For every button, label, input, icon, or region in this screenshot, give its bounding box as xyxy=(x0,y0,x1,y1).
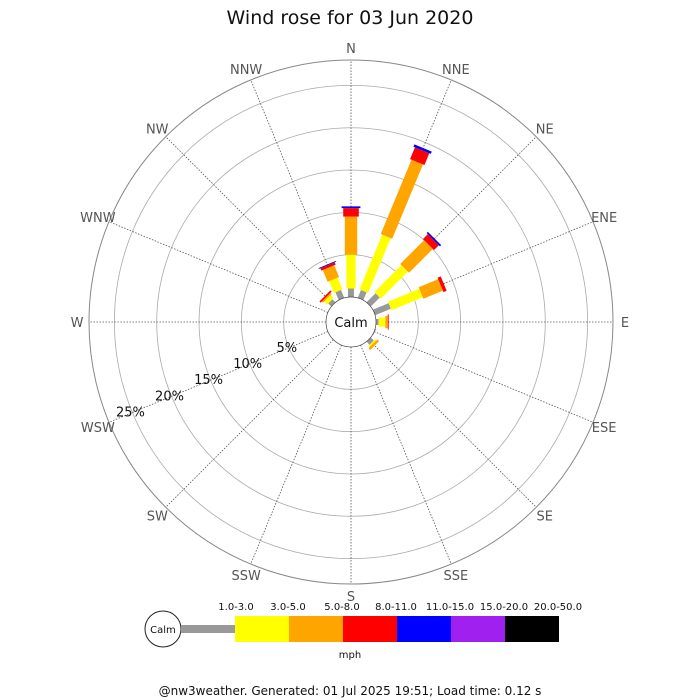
direction-label-n: N xyxy=(346,42,356,57)
bar-nnw-bin-3 xyxy=(322,265,340,282)
bar-se-bin-3 xyxy=(368,339,380,351)
chart-title: Wind rose for 03 Jun 2020 xyxy=(227,7,474,29)
bar-ene-bin-2 xyxy=(387,288,423,311)
bar-nw-bin-3 xyxy=(321,292,332,303)
direction-label-w: W xyxy=(71,316,84,331)
bar-ne-bin-3 xyxy=(400,240,433,273)
direction-label-sse: SSE xyxy=(443,569,468,584)
bar-nw-bin-1 xyxy=(328,299,336,307)
direction-label-ese: ESE xyxy=(592,421,617,436)
ring-label-3: 15% xyxy=(194,373,223,388)
spoke-wnw xyxy=(108,221,329,313)
legend-swatch-2 xyxy=(235,616,289,642)
direction-label-ssw: SSW xyxy=(231,569,261,584)
bar-nnw-bin-4 xyxy=(320,262,336,271)
bar-ene-bin-1 xyxy=(372,303,391,316)
calm-label: Calm xyxy=(334,316,367,331)
legend-calm-label: Calm xyxy=(150,625,176,636)
bar-nw-bin-2 xyxy=(324,295,334,305)
bar-se-bin-2 xyxy=(368,339,377,348)
ring-labels: 5% 10% 15% 20% 25% xyxy=(116,341,297,421)
direction-label-wsw: WSW xyxy=(81,421,115,436)
bar-nnw-bin-2 xyxy=(329,277,343,293)
spoke-sse xyxy=(360,344,452,565)
bar-nnw-bin-1 xyxy=(335,289,345,301)
direction-label-wnw: WNW xyxy=(80,211,116,226)
bar-nne-bin-4 xyxy=(410,147,430,166)
grid-ring-5 xyxy=(113,84,589,560)
legend-label-5: 11.0-15.0 xyxy=(426,602,474,613)
spoke-ese xyxy=(373,331,594,423)
ring-label-4: 20% xyxy=(155,389,184,404)
direction-labels: N NNE NE ENE E ESE SE SSE S SSW SW WSW W WNW NW NNW xyxy=(71,42,630,605)
direction-label-nw: NW xyxy=(146,122,169,137)
direction-label-nne: NNE xyxy=(442,63,470,78)
spoke-sw xyxy=(165,339,334,508)
bar-ne-bin-1 xyxy=(366,293,380,307)
bar-ne-bin-5 xyxy=(426,231,442,247)
spoke-ssw xyxy=(250,344,342,565)
calm-center: Calm xyxy=(325,296,377,348)
bar-nw-bin-4 xyxy=(319,290,332,303)
bar-nne-bin-2 xyxy=(359,234,391,293)
unit-label: mph xyxy=(339,650,361,661)
wind-bars xyxy=(318,144,447,351)
bar-nne-bin-5 xyxy=(413,144,432,154)
direction-label-ene: ENE xyxy=(591,211,617,226)
legend-label-7: 20.0-50.0 xyxy=(534,602,582,613)
direction-label-nnw: NNW xyxy=(230,63,262,78)
legend-swatch-6 xyxy=(451,616,505,642)
legend-swatch-4 xyxy=(343,616,397,642)
direction-label-s: S xyxy=(347,590,355,605)
bar-nne-bin-1 xyxy=(357,289,367,301)
legend-label-4: 8.0-11.0 xyxy=(375,602,417,613)
calm-circle xyxy=(325,296,377,348)
bar-ene-bin-3 xyxy=(418,279,443,299)
speed-legend: Calm 1.0-3.0 3.0-5.0 5.0-8.0 8.0-11.0 11.0-1… xyxy=(144,602,582,648)
footer-text: @nw3weather. Generated: 01 Jul 2025 19:5… xyxy=(159,684,542,698)
bar-ene-bin-4 xyxy=(437,276,447,293)
bar-nne-bin-3 xyxy=(380,159,423,239)
bar-ne-bin-4 xyxy=(423,234,439,250)
legend-swatch-5 xyxy=(397,616,451,642)
direction-label-sw: SW xyxy=(147,510,168,525)
direction-label-se: SE xyxy=(537,510,553,525)
legend-label-1: 1.0-3.0 xyxy=(218,602,253,613)
grid-ring-outer xyxy=(88,59,614,585)
spoke-nnw xyxy=(250,79,342,300)
ring-label-2: 10% xyxy=(233,357,262,372)
legend-label-3: 5.0-8.0 xyxy=(324,602,359,613)
legend-swatch-7 xyxy=(505,616,559,642)
spoke-wsw xyxy=(108,331,329,423)
legend-label-2: 3.0-5.0 xyxy=(270,602,305,613)
bar-ne-bin-2 xyxy=(374,265,408,299)
legend-swatch-1 xyxy=(181,625,235,633)
ring-label-5: 25% xyxy=(116,406,145,421)
legend-label-6: 15.0-20.0 xyxy=(480,602,528,613)
legend-swatch-3 xyxy=(289,616,343,642)
spoke-se xyxy=(368,339,537,508)
direction-label-e: E xyxy=(621,316,629,331)
direction-label-ne: NE xyxy=(536,122,554,137)
spoke-nw xyxy=(165,136,334,305)
ring-label-1: 5% xyxy=(276,341,297,356)
bar-se-bin-1 xyxy=(366,337,374,345)
